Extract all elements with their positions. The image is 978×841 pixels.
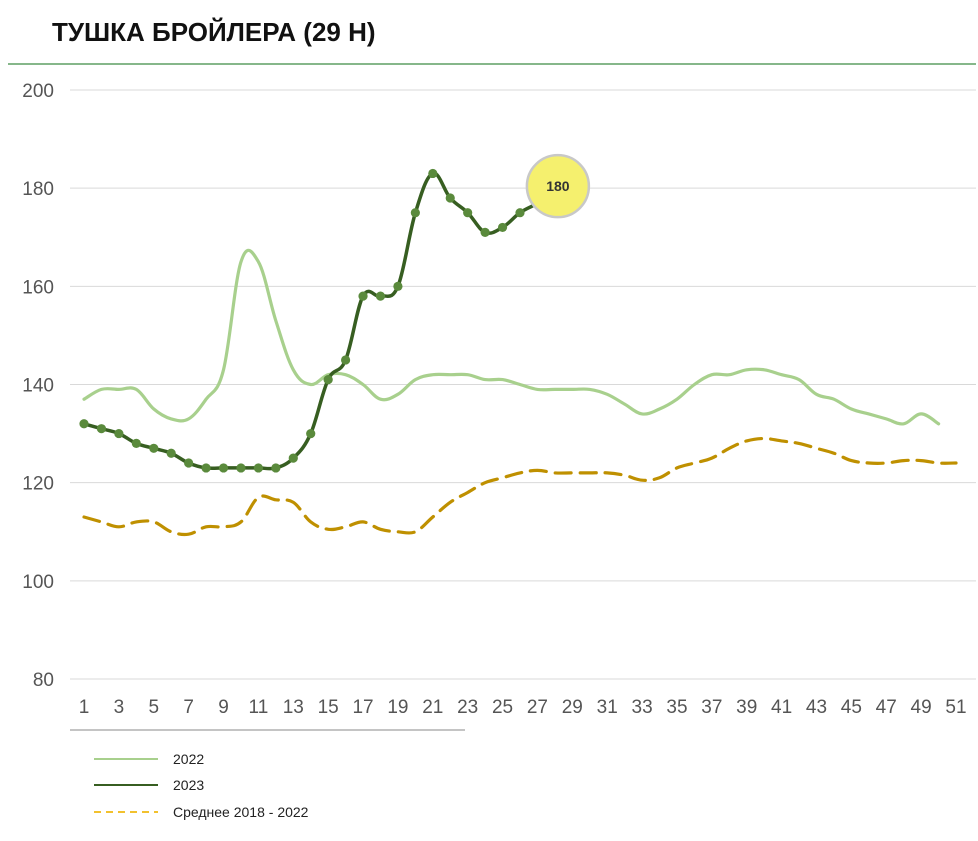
data-point (375, 291, 386, 301)
series-line (82, 171, 557, 471)
x-tick-label: 1 (79, 697, 90, 718)
data-point (393, 281, 403, 291)
x-tick-label: 13 (283, 697, 304, 718)
data-point (515, 208, 525, 218)
data-point (114, 428, 124, 439)
x-tick-label: 21 (422, 697, 443, 718)
x-tick-label: 9 (218, 697, 229, 718)
data-point (96, 424, 107, 434)
series-line (82, 436, 958, 537)
x-tick-label: 47 (876, 697, 897, 718)
chart-title: ТУШКА БРОЙЛЕРА (29 Н) (52, 17, 376, 47)
series-line (82, 248, 941, 426)
data-point (288, 453, 298, 463)
x-tick-label: 19 (387, 697, 408, 718)
x-tick-label: 45 (841, 697, 862, 718)
callout-label: 180 (546, 178, 570, 194)
data-point (149, 443, 159, 453)
data-point (428, 168, 438, 179)
legend-label: 2022 (173, 751, 204, 767)
data-point (306, 428, 316, 439)
y-tick-label: 80 (33, 670, 54, 691)
data-point (341, 355, 351, 365)
data-point (410, 208, 420, 218)
series-1 (79, 168, 557, 473)
data-point (184, 458, 194, 468)
series-2 (82, 436, 958, 537)
x-axis: 1 3 5 7 9 11 13 15 17 19 21 23 25 27 29 31 33 35 37 39 41 43 4… (70, 697, 967, 731)
x-tick-label: 39 (736, 697, 757, 718)
data-point (79, 419, 89, 429)
x-tick-label: 41 (771, 697, 792, 718)
y-tick-label: 100 (22, 572, 54, 593)
legend-label: 2023 (173, 777, 204, 793)
x-tick-label: 5 (148, 697, 159, 718)
x-tick-label: 11 (249, 697, 269, 718)
x-tick-label: 43 (806, 697, 827, 718)
data-point (445, 193, 455, 203)
x-tick-label: 17 (352, 697, 373, 718)
x-tick-label: 31 (597, 697, 618, 718)
callout: 180 (525, 153, 591, 219)
y-tick-label: 120 (22, 474, 54, 495)
callout-bubble (525, 153, 591, 219)
x-tick-label: 37 (701, 697, 722, 718)
data-point (236, 463, 246, 473)
data-point (480, 227, 490, 237)
x-tick-label: 35 (666, 697, 687, 718)
data-point (201, 463, 211, 473)
y-tick-label: 200 (22, 81, 54, 102)
data-point (131, 438, 141, 448)
series-0 (82, 248, 941, 426)
data-point (218, 463, 229, 473)
x-tick-label: 25 (492, 697, 513, 718)
x-tick-label: 27 (527, 697, 548, 718)
x-tick-label: 29 (562, 697, 583, 718)
y-axis: 80 100 120 140 160 180 200 (22, 81, 54, 691)
data-point (463, 208, 473, 218)
x-tick-label: 49 (911, 697, 932, 718)
x-tick-label: 15 (318, 697, 339, 718)
data-point (253, 463, 263, 473)
data-point (323, 374, 333, 385)
x-tick-label: 7 (183, 697, 194, 718)
data-point (358, 291, 368, 301)
data-point (271, 463, 281, 473)
x-tick-label: 51 (945, 697, 966, 718)
y-tick-label: 160 (22, 277, 54, 298)
x-tick-label: 3 (114, 697, 125, 718)
data-point (497, 222, 508, 233)
y-tick-label: 180 (22, 179, 54, 200)
x-tick-label: 23 (457, 697, 478, 718)
x-tick-label: 33 (632, 697, 653, 718)
y-tick-label: 140 (22, 376, 54, 397)
legend: 2022 2023 Среднее 2018 - 2022 (94, 751, 309, 820)
legend-label: Среднее 2018 - 2022 (173, 804, 309, 820)
series-layer (79, 168, 958, 537)
data-point (166, 448, 176, 458)
